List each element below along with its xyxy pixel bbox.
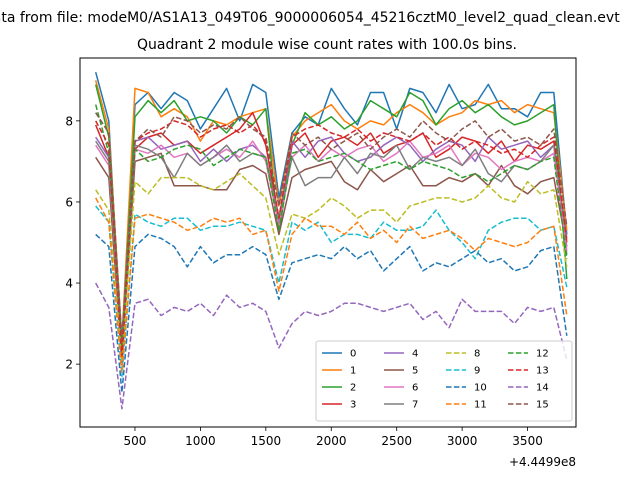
series-line-13 <box>95 120 568 357</box>
chart-title: Quadrant 2 module wise count rates with … <box>137 37 517 53</box>
legend-label-2: 2 <box>350 383 356 394</box>
legend-label-8: 8 <box>474 349 480 360</box>
legend-label-9: 9 <box>474 366 480 377</box>
y-tick-label: 6 <box>65 195 73 209</box>
series-line-11 <box>95 197 568 374</box>
legend-label-7: 7 <box>412 400 418 411</box>
legend-label-14: 14 <box>536 383 549 394</box>
series-line-2 <box>94 84 568 345</box>
legend-label-10: 10 <box>474 383 487 394</box>
x-tick-label: 1500 <box>251 434 282 448</box>
legend-frame <box>315 340 573 422</box>
x-tick-label: 2500 <box>381 434 412 448</box>
legend-label-6: 6 <box>412 383 418 394</box>
x-offset-label: +4.4499e8 <box>509 455 576 469</box>
series-line-9 <box>95 205 568 378</box>
x-tick-label: 3000 <box>447 434 478 448</box>
series-line-8 <box>95 172 568 361</box>
x-tick-label: 3500 <box>512 434 543 448</box>
series-line-10 <box>95 233 568 394</box>
series-line-15 <box>95 112 568 341</box>
legend-label-13: 13 <box>536 366 549 377</box>
y-tick-label: 4 <box>65 277 73 291</box>
legend-label-11: 11 <box>474 400 487 411</box>
y-tick-label: 2 <box>65 358 73 372</box>
legend-label-3: 3 <box>350 400 356 411</box>
x-tick-label: 2000 <box>316 434 347 448</box>
series-line-14 <box>95 282 568 410</box>
legend-label-12: 12 <box>536 349 549 360</box>
legend-label-0: 0 <box>350 349 356 360</box>
series-line-12 <box>94 104 568 349</box>
figure-suptitle: Data from file: modeM0/AS1A13_049T06_900… <box>0 10 620 26</box>
x-tick-label: 1000 <box>185 434 216 448</box>
axes-frame <box>79 57 577 428</box>
series-line-0 <box>94 72 568 357</box>
plot-area <box>94 72 568 410</box>
axes: 500 1000 1500 2000 2500 3000 3500 2 4 6 8 <box>65 114 542 448</box>
legend-label-4: 4 <box>412 349 418 360</box>
legend-label-1: 1 <box>350 366 356 377</box>
y-tick-label: 8 <box>65 114 73 128</box>
x-tick-label: 500 <box>124 434 147 448</box>
legend-label-5: 5 <box>412 366 418 377</box>
legend-label-15: 15 <box>536 400 549 411</box>
